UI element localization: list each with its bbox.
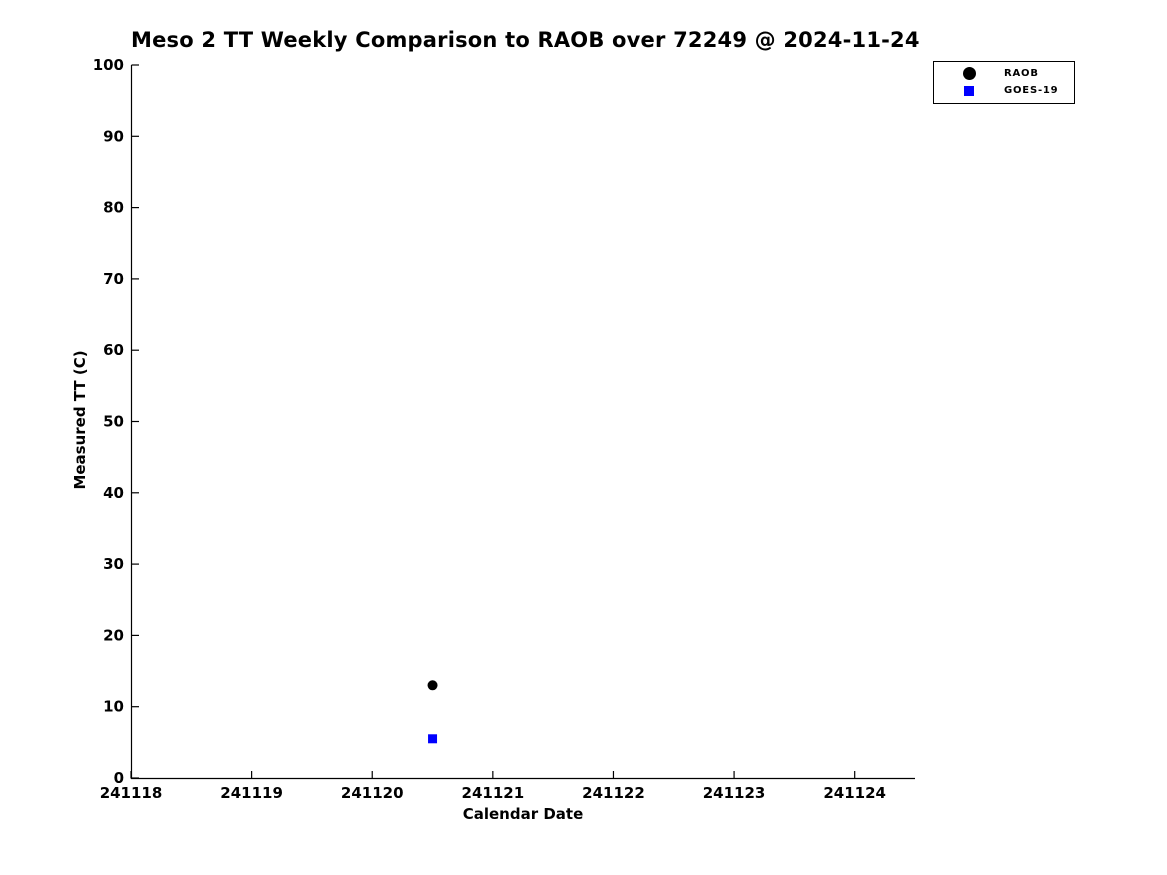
x-tick-label: 241120 [341, 784, 404, 802]
y-tick-label: 90 [103, 127, 124, 145]
y-tick-label: 50 [103, 413, 124, 431]
y-tick-label: 60 [103, 341, 124, 359]
y-tick-label: 40 [103, 484, 124, 502]
x-axis-label: Calendar Date [462, 805, 584, 823]
legend-entry-goes19: GOES-19 [934, 82, 1074, 99]
chart-title: Meso 2 TT Weekly Comparison to RAOB over… [131, 28, 920, 52]
data-point-goes-19 [428, 734, 438, 744]
x-tick-label: 241121 [462, 784, 525, 802]
x-tick-label: 241119 [220, 784, 283, 802]
x-tick-label: 241122 [582, 784, 645, 802]
y-tick-label: 100 [93, 56, 124, 74]
y-tick-label: 0 [114, 769, 124, 787]
x-tick-label: 241124 [823, 784, 886, 802]
y-tick-label: 70 [103, 270, 124, 288]
y-tick-label: 20 [103, 626, 124, 644]
legend: RAOB GOES-19 [933, 61, 1075, 104]
x-tick-label: 241123 [703, 784, 766, 802]
y-tick-label: 80 [103, 199, 124, 217]
data-point-raob [427, 680, 438, 691]
legend-marker-cell [934, 67, 1004, 80]
x-tick-label: 241118 [100, 784, 163, 802]
goes19-square-marker-icon [964, 85, 974, 96]
legend-label-raob: RAOB [1004, 68, 1039, 79]
legend-label-goes19: GOES-19 [1004, 85, 1059, 96]
y-tick-label: 10 [103, 698, 124, 716]
y-tick-label: 30 [103, 555, 124, 573]
legend-marker-cell [934, 85, 1004, 96]
legend-entry-raob: RAOB [934, 65, 1074, 82]
raob-circle-marker-icon [962, 67, 976, 80]
